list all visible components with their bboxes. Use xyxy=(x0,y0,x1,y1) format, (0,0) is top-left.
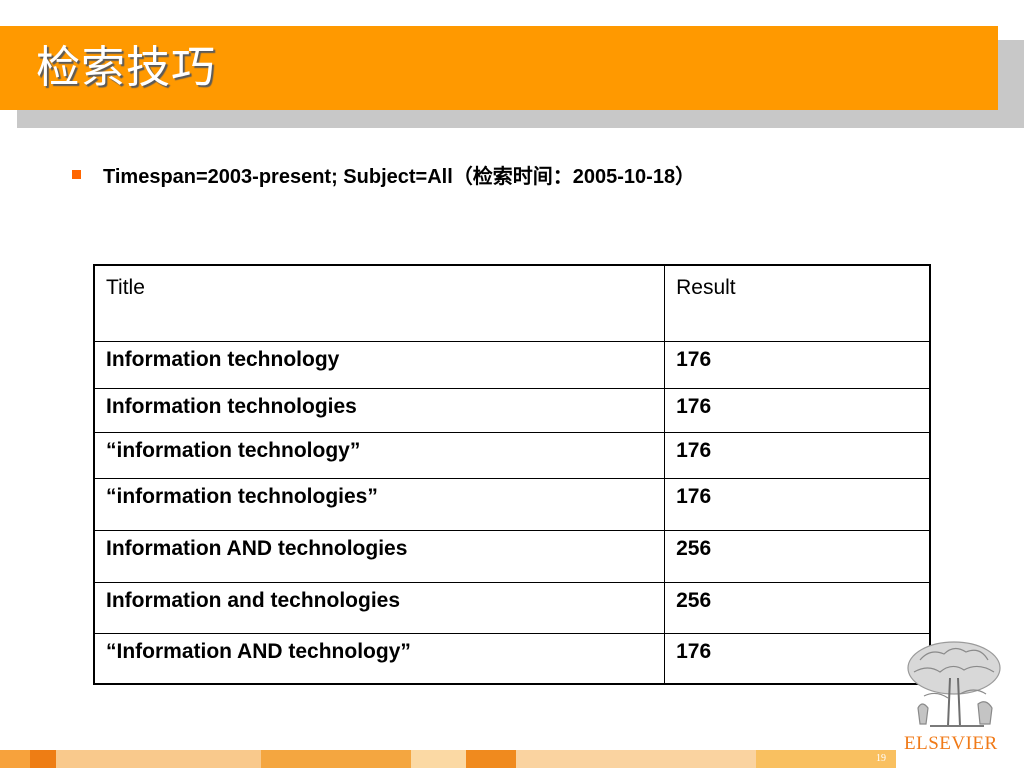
row-result: 176 xyxy=(664,431,931,479)
elsevier-tree-icon xyxy=(907,641,1001,727)
table-row: Information AND technologies 256 xyxy=(93,529,931,583)
row-result: 176 xyxy=(664,632,931,685)
header-title: Title xyxy=(93,264,666,342)
slide-title: 检索技巧 xyxy=(36,42,216,93)
row-result: 256 xyxy=(664,581,931,634)
title-bar xyxy=(0,26,998,110)
row-result: 176 xyxy=(664,340,931,389)
row-title: “Information AND technology” xyxy=(93,632,666,685)
row-result: 256 xyxy=(664,529,931,583)
row-title: Information technology xyxy=(93,340,666,389)
row-title: Information technologies xyxy=(93,387,666,433)
elsevier-logo-text: ELSEVIER xyxy=(904,733,998,754)
header-result: Result xyxy=(664,264,931,342)
table-row: “information technologies” 176 xyxy=(93,477,931,531)
page-number: 19 xyxy=(876,753,886,764)
row-result: 176 xyxy=(664,477,931,531)
row-title: Information AND technologies xyxy=(93,529,666,583)
table-row: Information technologies 176 xyxy=(93,387,931,433)
bullet-square-icon xyxy=(72,170,81,179)
footer-color-strip xyxy=(0,750,896,768)
results-table: Title Result Information technology 176 … xyxy=(93,264,931,685)
row-title: “information technologies” xyxy=(93,477,666,531)
bullet-item: Timespan=2003-present; Subject=All（检索时间：… xyxy=(72,160,695,189)
table-row: “Information AND technology” 176 xyxy=(93,632,931,685)
table-header-row: Title Result xyxy=(93,264,931,342)
row-title: “information technology” xyxy=(93,431,666,479)
row-result: 176 xyxy=(664,387,931,433)
table-row: Information and technologies 256 xyxy=(93,581,931,634)
table-row: Information technology 176 xyxy=(93,340,931,389)
table-row: “information technology” 176 xyxy=(93,431,931,479)
bullet-text: Timespan=2003-present; Subject=All（检索时间：… xyxy=(103,166,696,188)
row-title: Information and technologies xyxy=(93,581,666,634)
